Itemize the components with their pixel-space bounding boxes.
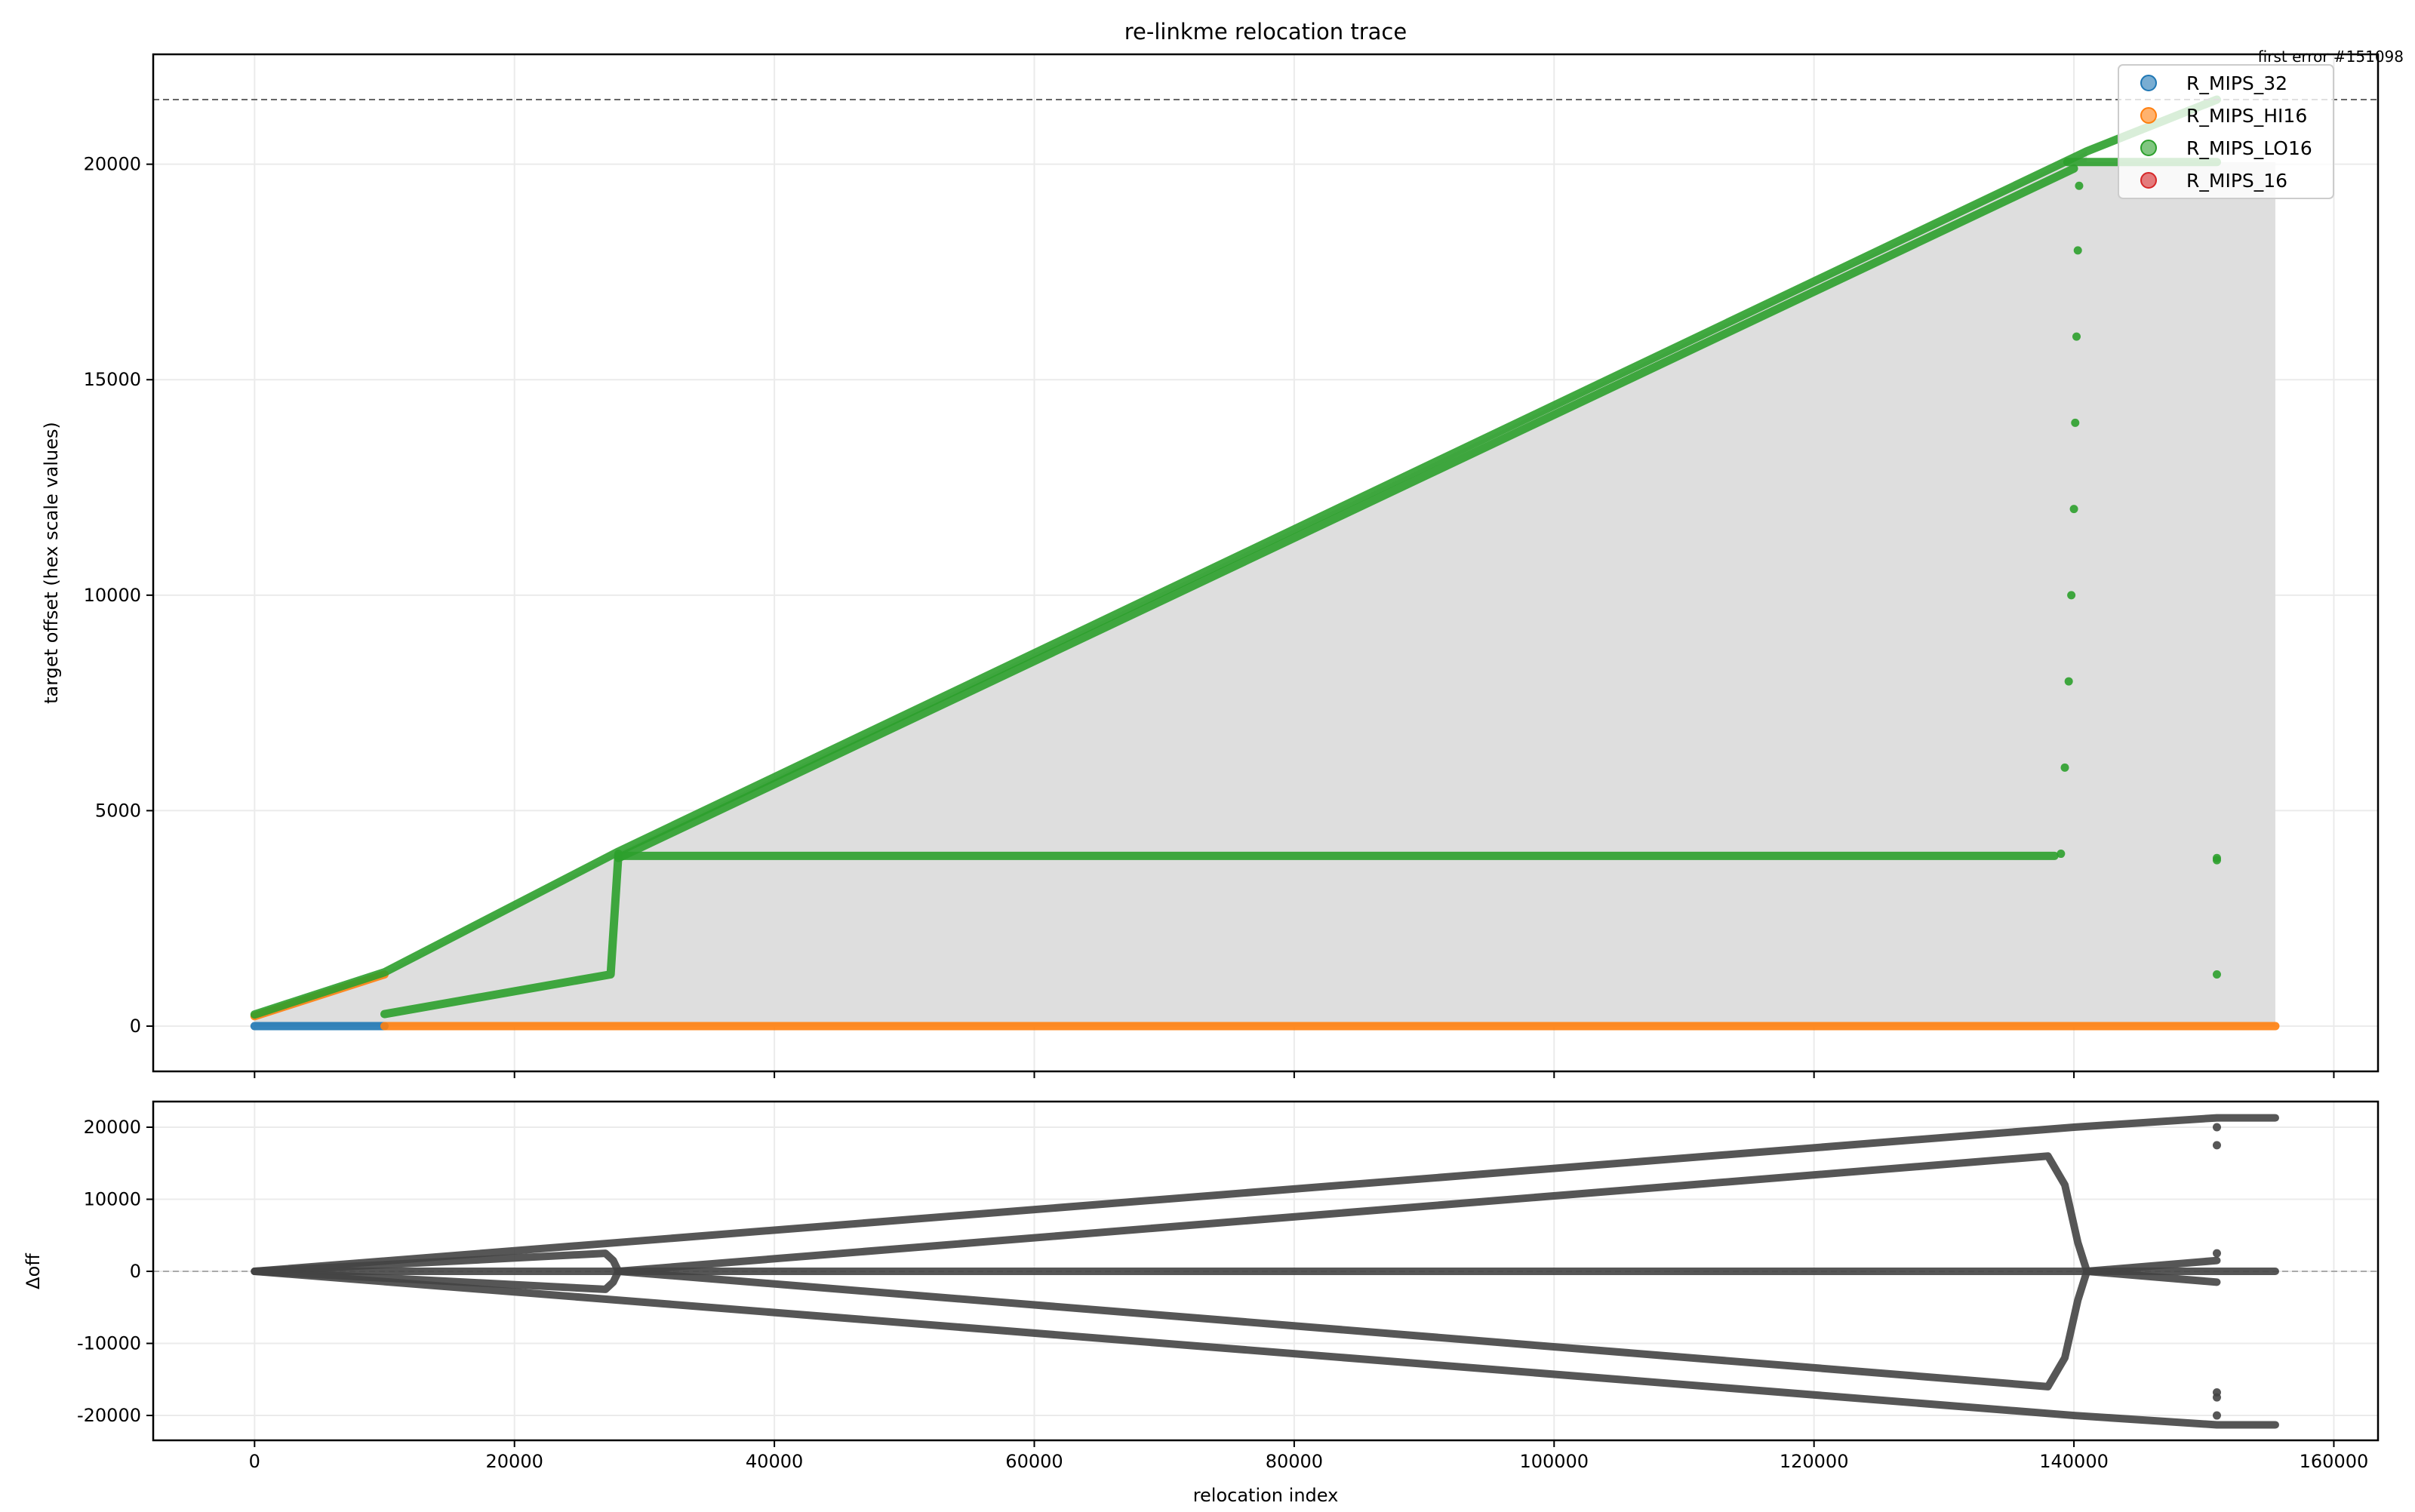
x-tick-label: 100000 (1519, 1451, 1589, 1472)
legend-label: R_MIPS_16 (2186, 170, 2287, 192)
series-r-mips-lo16-point (2212, 856, 2221, 865)
series-r-mips-lo16-point (2071, 418, 2080, 427)
x-tick-label: 40000 (746, 1451, 803, 1472)
x-tick-label: 60000 (1005, 1451, 1063, 1472)
series-r-mips-lo16-point (2067, 591, 2076, 600)
x-tick-label: 20000 (486, 1451, 543, 1472)
x-axis-label: relocation index (1193, 1485, 1339, 1506)
legend-label: R_MIPS_LO16 (2186, 137, 2312, 159)
y-tick-label: 10000 (84, 585, 141, 606)
legend-label: R_MIPS_HI16 (2186, 105, 2307, 127)
y-tick-label: 15000 (84, 369, 141, 390)
series-r-mips-lo16-point (2073, 246, 2082, 255)
series-r-mips-lo16-point (2060, 763, 2069, 772)
series-delta-segment (251, 1249, 623, 1276)
top-ylabel: target offset (hex scale values) (41, 422, 62, 704)
series-r-mips-lo16-point (2057, 850, 2066, 859)
y-tick-label: 0 (130, 1261, 141, 1282)
series-delta-point (2212, 1141, 2221, 1150)
legend-marker (2140, 107, 2157, 124)
series-r-mips-lo16-point (2064, 677, 2073, 686)
series-delta-point (2212, 1388, 2221, 1397)
x-tick-label: 140000 (2039, 1451, 2109, 1472)
legend-marker (2140, 75, 2157, 91)
legend: R_MIPS_32 R_MIPS_HI16 R_MIPS_LO16 R_MIPS_16 (2118, 64, 2334, 199)
series-delta-segment (251, 1268, 2279, 1429)
top-axes-frame (152, 53, 2380, 1073)
series-r-mips-lo16-segment (614, 164, 2078, 862)
series-delta-point (2212, 1123, 2221, 1132)
bottom-axes: 0 20000 40000 60000 80000 100000 120000 140000 1… (23, 1100, 2380, 1506)
y-tick-label: -10000 (77, 1333, 141, 1354)
series-delta-segment (251, 1268, 623, 1293)
y-tick-label: 20000 (84, 154, 141, 175)
top-axes: 0 5000 10000 15000 20000 first error #151098… (41, 48, 2404, 1078)
series-r-mips-lo16-point (2069, 505, 2078, 514)
series-delta-segment (614, 1152, 2091, 1276)
legend-marker (2140, 172, 2157, 189)
legend-label: R_MIPS_32 (2186, 72, 2287, 94)
series-delta-segment (251, 1114, 2279, 1276)
series-delta-point (2212, 1411, 2221, 1420)
y-tick-label: 10000 (84, 1189, 141, 1210)
x-tick-label: 80000 (1266, 1451, 1323, 1472)
series-delta-point (2212, 1249, 2221, 1258)
series-r-mips-lo16-point (2212, 970, 2221, 979)
legend-marker (2140, 140, 2157, 156)
bottom-ylabel: Δoff (23, 1253, 44, 1289)
x-tick-label: 120000 (1780, 1451, 1849, 1472)
stem-fill (254, 151, 2275, 1027)
series-r-mips-lo16-point (2072, 332, 2081, 341)
x-tick-label: 160000 (2300, 1451, 2369, 1472)
x-tick-label: 0 (249, 1451, 260, 1472)
first-error-annotation: first error #151098 (2258, 48, 2404, 66)
series-delta-segment (614, 1268, 2091, 1391)
series-delta-segment (2083, 1268, 2221, 1286)
y-tick-label: 5000 (95, 800, 141, 821)
chart-title: re-linkme relocation trace (1124, 19, 1407, 45)
y-tick-label: -20000 (77, 1405, 141, 1426)
series-r-mips-lo16-segment (380, 850, 623, 1019)
y-tick-label: 0 (130, 1016, 141, 1037)
y-tick-label: 20000 (84, 1117, 141, 1138)
series-r-mips-lo16-point (2075, 181, 2084, 190)
